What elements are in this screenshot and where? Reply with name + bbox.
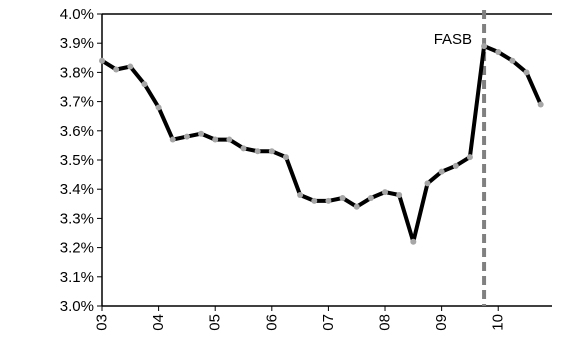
data-point (367, 194, 374, 201)
data-point (212, 136, 219, 143)
x-tick-label: 07 (320, 314, 337, 331)
data-point (169, 136, 176, 143)
data-point (353, 203, 360, 210)
data-point (155, 104, 162, 111)
y-tick-label: 3.8% (60, 64, 94, 81)
y-tick-label: 3.0% (60, 298, 94, 315)
data-point (254, 148, 261, 155)
series-line (100, 44, 543, 244)
data-point (240, 145, 247, 152)
y-tick-label: 4.0% (60, 6, 94, 23)
data-point (495, 48, 502, 55)
x-tick-label: 05 (207, 314, 224, 331)
y-tick-label: 3.9% (60, 35, 94, 52)
x-tick-label: 03 (94, 314, 111, 331)
y-tick-label: 3.7% (60, 94, 94, 111)
data-point (382, 189, 389, 196)
y-axis-ticks: 4.0% 3.9% 3.8% 3.7% 3.6% 3.5% 3.4% 3.3% 3.2% 3.1%… (60, 6, 102, 315)
y-tick-label: 3.2% (60, 240, 94, 257)
data-point (183, 133, 190, 140)
data-point (268, 148, 275, 155)
data-point (410, 238, 417, 245)
data-point (396, 192, 403, 199)
x-tick-label: 10 (490, 314, 507, 331)
data-point (141, 81, 148, 88)
y-tick-label: 3.5% (60, 152, 94, 169)
data-point (198, 130, 205, 137)
y-tick-label: 3.1% (60, 269, 94, 286)
data-point (127, 63, 134, 70)
data-point (99, 57, 105, 64)
x-tick-label: 06 (263, 314, 280, 331)
data-point (424, 180, 431, 187)
data-point (537, 101, 544, 108)
x-axis-ticks: 03 04 05 06 07 08 09 10 (94, 306, 507, 331)
data-point (113, 66, 120, 73)
data-point (339, 194, 346, 201)
y-tick-label: 3.3% (60, 210, 94, 227)
data-point (466, 154, 473, 161)
data-point (452, 162, 459, 169)
data-point (311, 197, 318, 204)
data-point (481, 43, 488, 50)
series-group (99, 43, 544, 245)
data-point (509, 57, 516, 64)
x-tick-label: 04 (150, 314, 167, 331)
y-tick-label: 3.6% (60, 123, 94, 140)
fasb-annotation-label: FASB (434, 31, 472, 48)
data-point (438, 168, 445, 175)
data-point (226, 136, 233, 143)
data-point (523, 69, 530, 76)
x-tick-label: 09 (433, 314, 450, 331)
data-point (282, 154, 289, 161)
x-tick-label: 08 (377, 314, 394, 331)
data-point (297, 192, 304, 199)
y-tick-label: 3.4% (60, 181, 94, 198)
data-point (325, 197, 332, 204)
annotations: FASB (434, 10, 487, 306)
